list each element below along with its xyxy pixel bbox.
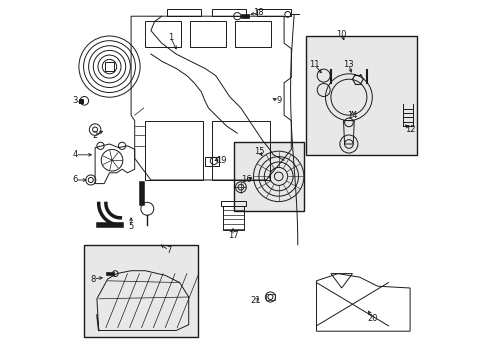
Bar	[305, 36, 416, 155]
Text: 6: 6	[72, 175, 78, 184]
Bar	[204, 157, 219, 166]
Bar	[221, 201, 245, 206]
Bar	[104, 62, 114, 71]
Text: 13: 13	[343, 60, 353, 69]
Text: 7: 7	[166, 246, 171, 255]
Text: 21: 21	[249, 296, 260, 305]
Text: 19: 19	[215, 156, 226, 165]
Text: 11: 11	[309, 60, 319, 69]
Bar	[233, 142, 303, 211]
Text: 10: 10	[336, 30, 346, 39]
Text: 14: 14	[346, 111, 357, 120]
Text: 1: 1	[168, 33, 173, 42]
Bar	[79, 99, 83, 103]
Text: 5: 5	[128, 222, 133, 231]
Bar	[265, 294, 274, 300]
Text: 18: 18	[253, 8, 264, 17]
Text: 9: 9	[276, 96, 281, 105]
Text: 16: 16	[241, 175, 251, 184]
Text: 15: 15	[253, 147, 264, 156]
Text: 12: 12	[404, 125, 414, 134]
Text: 8: 8	[90, 274, 96, 284]
Text: 17: 17	[227, 231, 238, 240]
Text: 20: 20	[366, 314, 377, 323]
Text: 3: 3	[72, 96, 78, 105]
Bar	[223, 206, 244, 230]
Text: 2: 2	[92, 130, 98, 139]
Bar	[235, 21, 271, 47]
Bar	[145, 21, 181, 47]
Bar	[84, 245, 197, 337]
Bar	[190, 21, 226, 47]
Bar	[106, 272, 114, 275]
Text: 4: 4	[73, 150, 78, 159]
Bar	[241, 14, 248, 18]
